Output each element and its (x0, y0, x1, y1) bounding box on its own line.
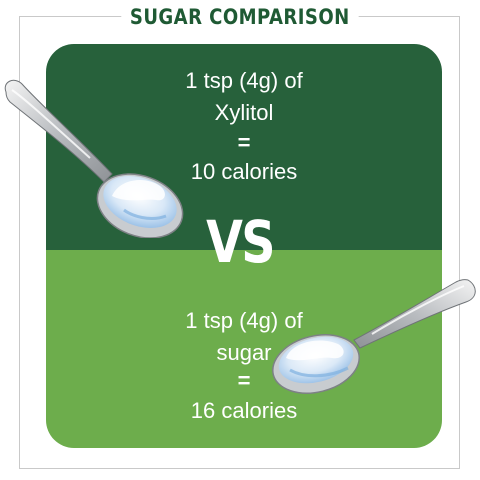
page-title: SUGAR COMPARISON (121, 0, 359, 34)
sugar-name: sugar (216, 340, 272, 365)
sugar-equals: = (237, 368, 251, 393)
xylitol-calories: 10 calories (190, 159, 298, 184)
sugar-amount: 1 tsp (4g) of (185, 308, 303, 333)
spoon-with-xylitol-icon (4, 79, 184, 238)
title-bar: SUGAR COMPARISON (0, 0, 480, 34)
xylitol-amount: 1 tsp (4g) of (185, 68, 303, 93)
spoon-with-sugar-icon (272, 279, 476, 394)
sugar-calories: 16 calories (190, 398, 298, 423)
sugar-panel: 1 tsp (4g) of sugar = 16 calories (46, 250, 442, 448)
vs-label: VS (206, 208, 275, 276)
xylitol-name: Xylitol (214, 100, 274, 125)
xylitol-equals: = (237, 130, 251, 155)
